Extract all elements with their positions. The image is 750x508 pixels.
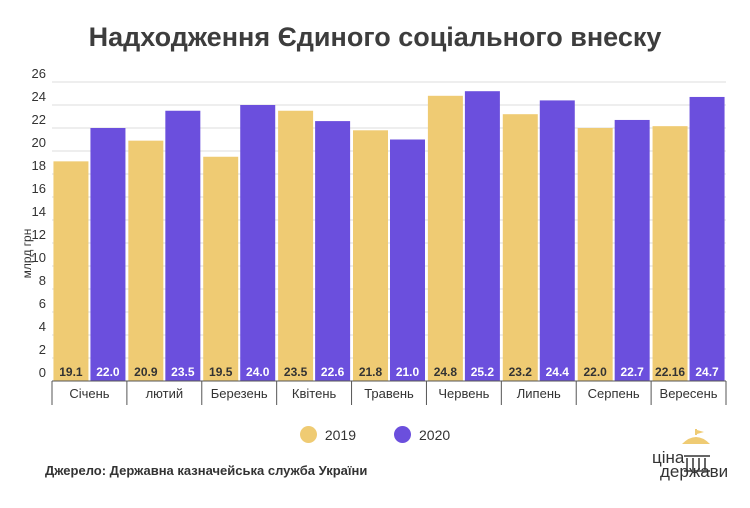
data-label-2019-8: 22.16: [655, 365, 685, 379]
legend-swatch-2020: [394, 426, 411, 443]
data-label-2019-0: 19.1: [59, 365, 83, 379]
bar-2020-4: [390, 139, 425, 381]
bar-2020-3: [315, 121, 351, 381]
y-tick-label-2: 2: [39, 342, 46, 357]
y-tick-label-20: 20: [32, 135, 46, 150]
bar-2020-6: [539, 100, 575, 382]
y-tick-label-14: 14: [32, 204, 46, 219]
legend-swatch-2019: [299, 426, 317, 443]
y-tick-label-18: 18: [32, 158, 46, 173]
bar-2019-5: [427, 95, 463, 382]
data-label-2019-4: 21.8: [359, 365, 383, 379]
category-label-4: Травень: [364, 386, 414, 401]
data-label-2020-1: 23.5: [171, 365, 195, 379]
data-label-2019-1: 20.9: [134, 365, 158, 379]
bar-2020-2: [240, 105, 276, 381]
category-label-1: лютий: [146, 386, 184, 401]
legend-label-2019: 2019: [324, 426, 356, 443]
category-label-2: Березень: [211, 386, 268, 401]
y-tick-label-0: 0: [39, 365, 46, 380]
data-label-2020-3: 22.6: [321, 365, 345, 379]
bar-2019-7: [577, 128, 613, 381]
category-label-3: Квітень: [292, 386, 337, 401]
bar-2020-1: [165, 110, 201, 381]
y-axis-label: млрд грн: [20, 229, 34, 279]
legend-item-2020: 2020: [394, 426, 450, 443]
source-note: Джерело: Державна казначейська служба Ук…: [45, 463, 368, 478]
data-label-2020-4: 21.0: [396, 365, 420, 379]
logo-text-line2: держави: [660, 462, 729, 481]
data-label-2019-3: 23.5: [284, 365, 308, 379]
parliament-dome-icon: [682, 429, 710, 472]
legend-label-2020: 2020: [419, 426, 451, 443]
bar-2019-6: [502, 114, 538, 381]
category-label-8: Вересень: [660, 386, 718, 401]
data-label-2020-8: 24.7: [695, 365, 719, 379]
y-tick-label-16: 16: [32, 181, 46, 196]
y-tick-label-24: 24: [32, 89, 46, 104]
data-label-2020-6: 24.4: [546, 365, 570, 379]
data-label-2019-2: 19.5: [209, 365, 233, 379]
bar-2020-7: [614, 119, 650, 381]
y-tick-label-12: 12: [32, 227, 46, 242]
legend: 2019 2020: [0, 426, 750, 443]
bar-2020-0: [90, 128, 126, 381]
bar-2019-0: [53, 161, 89, 381]
category-label-7: Серпень: [588, 386, 640, 401]
y-tick-label-8: 8: [39, 273, 46, 288]
data-label-2020-7: 22.7: [620, 365, 644, 379]
y-tick-label-4: 4: [39, 319, 46, 334]
bar-2019-1: [128, 140, 164, 381]
y-tick-label-6: 6: [39, 296, 46, 311]
data-label-2020-5: 25.2: [471, 365, 495, 379]
data-label-2020-0: 22.0: [96, 365, 120, 379]
category-label-6: Липень: [517, 386, 561, 401]
logo-text-line1: ціна: [652, 448, 685, 467]
data-label-2020-2: 24.0: [246, 365, 270, 379]
chart-title: Надходження Єдиного соціального внеску: [88, 22, 662, 52]
bar-2020-5: [464, 91, 500, 381]
bar-2019-3: [278, 110, 314, 381]
bar-2019-4: [353, 130, 388, 381]
bar-2019-8: [652, 126, 688, 381]
bar-2020-8: [689, 96, 725, 381]
data-label-2019-5: 24.8: [434, 365, 458, 379]
y-tick-label-22: 22: [32, 112, 46, 127]
data-label-2019-6: 23.2: [509, 365, 533, 379]
legend-item-2019: 2019: [299, 426, 356, 443]
category-label-5: Червень: [438, 386, 489, 401]
tsina-derzhavy-logo: ціна держави: [646, 428, 734, 484]
category-label-0: Січень: [69, 386, 109, 401]
data-label-2019-7: 22.0: [583, 365, 607, 379]
y-tick-label-10: 10: [32, 250, 46, 265]
bar-2019-2: [203, 156, 239, 381]
y-tick-label-26: 26: [32, 66, 46, 81]
